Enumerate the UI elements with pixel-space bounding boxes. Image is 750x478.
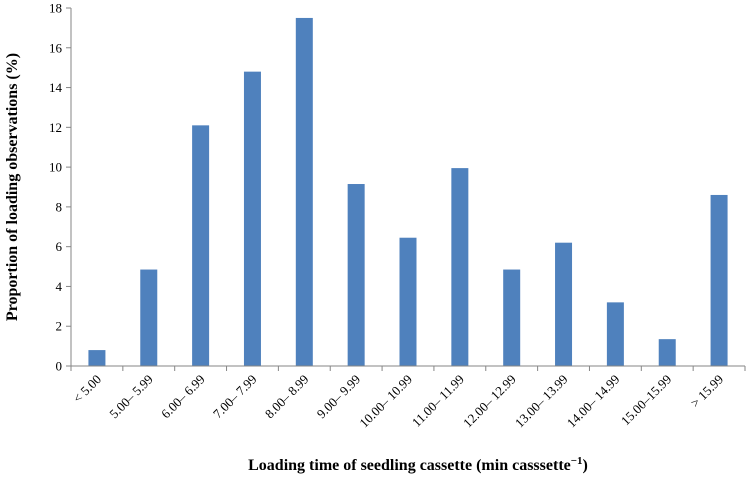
x-axis-title-superscript: −1 [571, 455, 583, 467]
x-tick-label: 7.00– 7.99 [210, 372, 260, 422]
y-tick-label: 8 [56, 199, 63, 214]
x-axis-title-main: Loading time of seedling cassette (min c… [248, 457, 571, 474]
y-tick-label: 16 [49, 40, 63, 55]
bar [347, 184, 365, 366]
bar [606, 302, 624, 366]
x-tick-label: 9.00– 9.99 [314, 372, 364, 422]
bar [658, 339, 676, 366]
bar [295, 17, 313, 366]
bar [140, 269, 158, 366]
x-tick-label: < 5.00 [70, 372, 104, 406]
bar [88, 350, 106, 366]
bar [399, 237, 417, 366]
x-tick-label: 14.00– 14.99 [564, 372, 623, 431]
bars [88, 17, 728, 367]
bar [451, 168, 469, 366]
y-axis-ticks: 0 2 4 6 8 10 12 14 16 18 [49, 1, 71, 374]
y-tick-label: 14 [49, 80, 63, 95]
x-tick-label: 10.00– 10.99 [356, 372, 415, 431]
y-tick-label: 6 [56, 239, 63, 254]
x-tick-label: > 15.99 [687, 372, 726, 411]
y-tick-label: 12 [49, 120, 62, 135]
x-tick-label: 12.00– 12.99 [460, 372, 519, 431]
x-tick-label: 5.00– 5.99 [106, 372, 156, 422]
y-tick-label: 2 [56, 319, 63, 334]
x-tick-label: 6.00– 6.99 [158, 372, 208, 422]
y-tick-label: 0 [56, 359, 63, 374]
y-axis-title: Proportion of loading observations (%) [4, 53, 21, 321]
x-axis-title-close: ) [583, 457, 588, 474]
bar [555, 242, 573, 366]
bar [243, 71, 261, 367]
x-tick-label: 11.00– 11.99 [409, 372, 467, 430]
x-tick-label: 15.00–15.99 [618, 372, 675, 429]
x-axis-ticks: < 5.00 5.00– 5.99 6.00– 6.99 7.00– 7.99 8.00… [70, 366, 746, 431]
y-tick-label: 4 [56, 279, 63, 294]
x-tick-label: 13.00– 13.99 [512, 372, 571, 431]
x-tick-label: 8.00– 8.99 [262, 372, 312, 422]
bar [192, 125, 210, 366]
y-tick-label: 10 [49, 160, 62, 175]
bar [710, 194, 728, 366]
y-tick-label: 18 [49, 1, 62, 16]
bar [503, 269, 521, 366]
x-axis-title: Loading time of seedling cassette (min c… [248, 455, 588, 474]
